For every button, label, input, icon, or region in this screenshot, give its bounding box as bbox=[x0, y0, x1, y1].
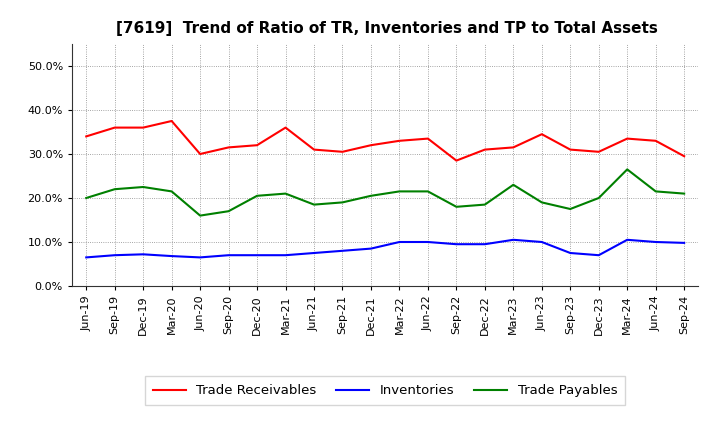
Trade Receivables bbox=[310, 147, 318, 152]
Trade Payables bbox=[110, 187, 119, 192]
Inventories bbox=[139, 252, 148, 257]
Trade Receivables bbox=[423, 136, 432, 141]
Inventories bbox=[537, 239, 546, 245]
Inventories bbox=[652, 239, 660, 245]
Trade Receivables bbox=[680, 154, 688, 159]
Inventories bbox=[566, 250, 575, 256]
Inventories bbox=[452, 242, 461, 247]
Trade Receivables bbox=[566, 147, 575, 152]
Trade Receivables bbox=[338, 149, 347, 154]
Line: Inventories: Inventories bbox=[86, 240, 684, 257]
Trade Payables bbox=[82, 195, 91, 201]
Line: Trade Receivables: Trade Receivables bbox=[86, 121, 684, 161]
Trade Receivables bbox=[110, 125, 119, 130]
Trade Payables bbox=[310, 202, 318, 207]
Inventories bbox=[110, 253, 119, 258]
Line: Trade Payables: Trade Payables bbox=[86, 169, 684, 216]
Trade Receivables bbox=[167, 118, 176, 124]
Trade Payables bbox=[566, 206, 575, 212]
Legend: Trade Receivables, Inventories, Trade Payables: Trade Receivables, Inventories, Trade Pa… bbox=[145, 376, 626, 405]
Inventories bbox=[623, 237, 631, 242]
Trade Receivables bbox=[253, 143, 261, 148]
Trade Payables bbox=[253, 193, 261, 198]
Inventories bbox=[395, 239, 404, 245]
Inventories bbox=[253, 253, 261, 258]
Trade Payables bbox=[196, 213, 204, 218]
Trade Payables bbox=[366, 193, 375, 198]
Inventories bbox=[225, 253, 233, 258]
Trade Receivables bbox=[595, 149, 603, 154]
Trade Receivables bbox=[366, 143, 375, 148]
Trade Payables bbox=[652, 189, 660, 194]
Trade Receivables bbox=[537, 132, 546, 137]
Trade Payables bbox=[595, 195, 603, 201]
Trade Receivables bbox=[509, 145, 518, 150]
Trade Receivables bbox=[139, 125, 148, 130]
Inventories bbox=[196, 255, 204, 260]
Trade Payables bbox=[282, 191, 290, 196]
Trade Payables bbox=[423, 189, 432, 194]
Trade Payables bbox=[167, 189, 176, 194]
Inventories bbox=[82, 255, 91, 260]
Inventories bbox=[338, 248, 347, 253]
Trade Receivables bbox=[395, 138, 404, 143]
Trade Payables bbox=[395, 189, 404, 194]
Trade Receivables bbox=[82, 134, 91, 139]
Trade Receivables bbox=[452, 158, 461, 163]
Inventories bbox=[167, 253, 176, 259]
Trade Payables bbox=[509, 182, 518, 187]
Inventories bbox=[366, 246, 375, 251]
Trade Payables bbox=[680, 191, 688, 196]
Trade Receivables bbox=[623, 136, 631, 141]
Inventories bbox=[680, 240, 688, 246]
Trade Payables bbox=[225, 209, 233, 214]
Text: [7619]  Trend of Ratio of TR, Inventories and TP to Total Assets: [7619] Trend of Ratio of TR, Inventories… bbox=[116, 21, 658, 36]
Trade Receivables bbox=[225, 145, 233, 150]
Trade Receivables bbox=[652, 138, 660, 143]
Inventories bbox=[480, 242, 489, 247]
Trade Payables bbox=[139, 184, 148, 190]
Trade Payables bbox=[338, 200, 347, 205]
Inventories bbox=[509, 237, 518, 242]
Inventories bbox=[310, 250, 318, 256]
Trade Receivables bbox=[480, 147, 489, 152]
Trade Payables bbox=[623, 167, 631, 172]
Trade Receivables bbox=[282, 125, 290, 130]
Inventories bbox=[595, 253, 603, 258]
Trade Payables bbox=[452, 204, 461, 209]
Trade Payables bbox=[480, 202, 489, 207]
Inventories bbox=[423, 239, 432, 245]
Trade Receivables bbox=[196, 151, 204, 157]
Inventories bbox=[282, 253, 290, 258]
Trade Payables bbox=[537, 200, 546, 205]
